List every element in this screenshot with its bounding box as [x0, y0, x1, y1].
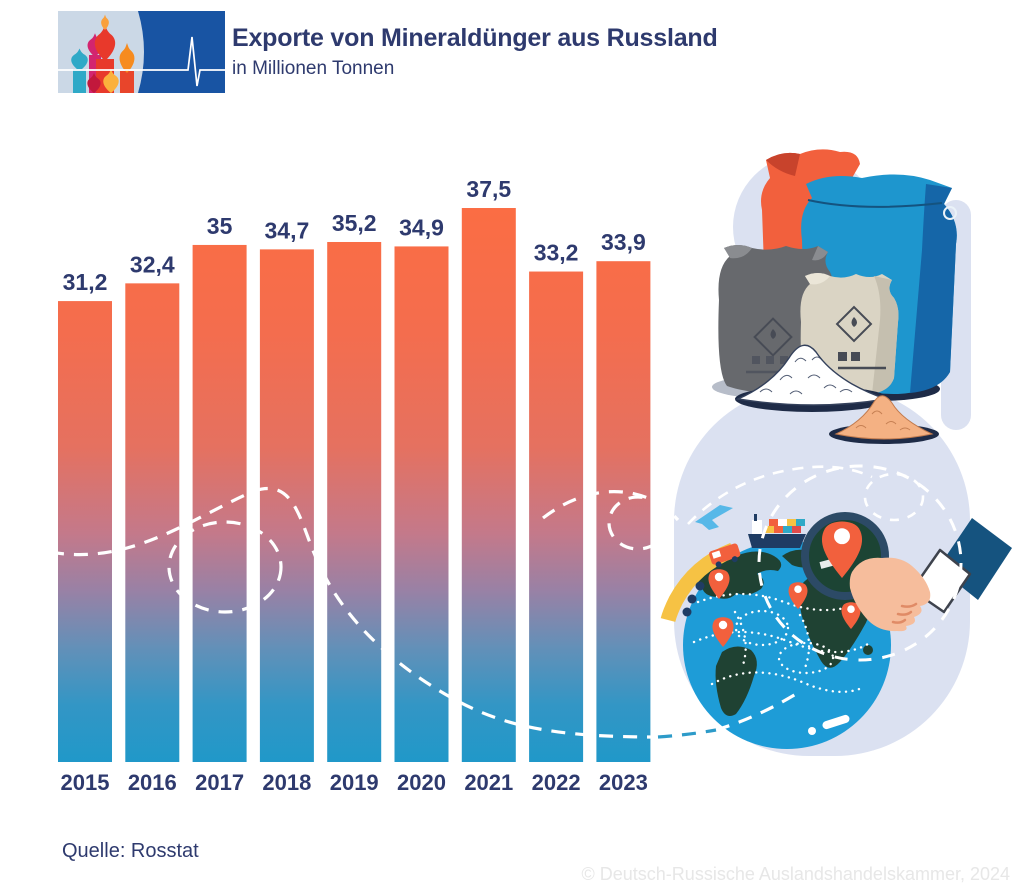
value-label-2018: 34,7 [265, 217, 310, 243]
location-pins [708, 569, 861, 647]
value-label-2023: 33,9 [601, 229, 646, 255]
source-note: Quelle: Rosstat [62, 840, 199, 862]
value-label-2016: 32,4 [130, 251, 175, 277]
bar-2016 [125, 283, 180, 762]
value-label-2022: 33,2 [534, 240, 579, 266]
globe-dotted-routes [692, 592, 870, 694]
year-label-2022: 2022 [532, 770, 581, 795]
kremlin-domes-icon [71, 14, 135, 93]
kremlin-domes-logo [58, 11, 225, 93]
year-label-2017: 2017 [195, 770, 244, 795]
value-label-2020: 34,9 [399, 214, 444, 240]
value-label-2019: 35,2 [332, 210, 377, 236]
bar-2019 [327, 241, 382, 762]
year-label-2016: 2016 [128, 770, 177, 795]
pin-in-magnifier-icon [821, 521, 863, 578]
cargo-ship-icon [748, 514, 806, 548]
bar-chart: 31,2 2015 32,4 2016 35 2017 34,7 2018 35,2 2019 34… [58, 176, 651, 795]
year-label-2015: 2015 [61, 770, 110, 795]
bar-2020 [394, 246, 449, 762]
value-label-2015: 31,2 [63, 269, 108, 295]
page-subtitle: in Millionen Tonnen [232, 58, 395, 79]
value-label-2021: 37,5 [466, 176, 511, 202]
route-dashed-line [49, 487, 797, 739]
year-label-2021: 2021 [464, 770, 513, 795]
year-label-2018: 2018 [262, 770, 311, 795]
truck-icon [709, 543, 741, 568]
year-label-2023: 2023 [599, 770, 648, 795]
year-label-2019: 2019 [330, 770, 379, 795]
bar-2018 [259, 249, 314, 763]
bar-2022 [529, 271, 584, 762]
airplane-icon [695, 505, 733, 530]
copyright-note: © Deutsch-Russische Auslandshandelskamme… [581, 864, 1010, 884]
page-title: Exporte von Mineraldünger aus Russland [232, 24, 718, 52]
bar-2021 [461, 208, 516, 762]
ahk-logo [58, 11, 225, 93]
bar-2023 [596, 261, 651, 762]
year-label-2020: 2020 [397, 770, 446, 795]
ekg-pulse-line-icon [58, 36, 225, 87]
bar-2015 [58, 301, 112, 762]
magnifier-and-hand [801, 512, 1012, 632]
route-blue-segment [657, 728, 717, 739]
fertilizer-bags-icon [712, 149, 957, 444]
value-label-2017: 35 [207, 213, 233, 239]
decorative-dashed-circles [687, 464, 963, 662]
illustration [660, 149, 1012, 756]
bar-2017 [192, 244, 247, 762]
